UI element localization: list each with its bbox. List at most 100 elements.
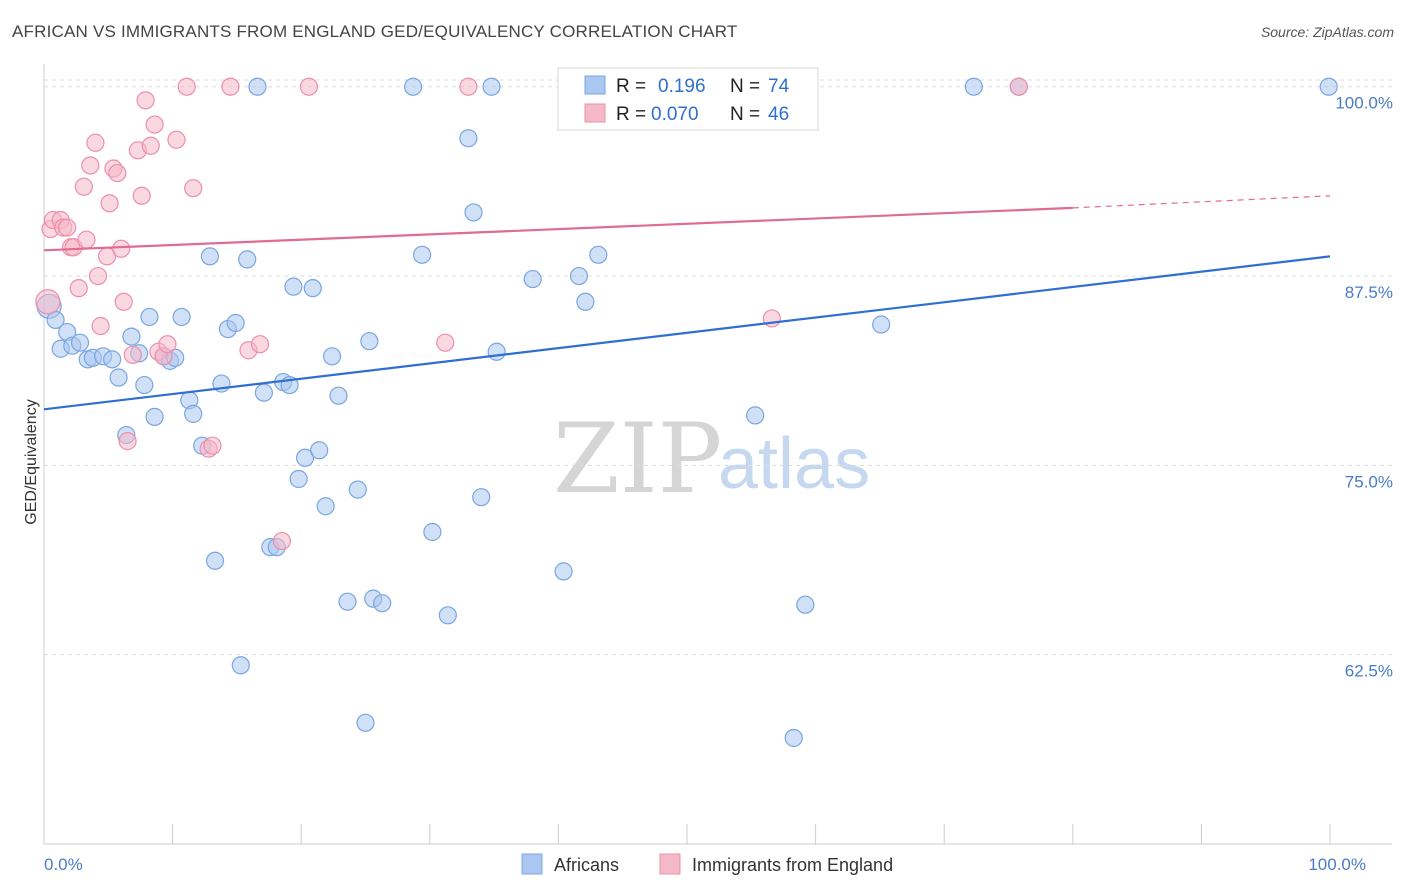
legend-r-label-1: R = bbox=[616, 104, 646, 125]
legend-r-value-1: 0.070 bbox=[651, 104, 699, 125]
england-point bbox=[69, 279, 88, 298]
africans-point bbox=[310, 441, 329, 460]
england-point bbox=[299, 77, 319, 96]
england-point bbox=[184, 179, 203, 198]
england-point bbox=[77, 230, 96, 249]
england-point bbox=[250, 335, 270, 354]
england-point bbox=[136, 91, 155, 110]
africans-point bbox=[70, 333, 90, 352]
africans-trend-line bbox=[43, 255, 1331, 411]
africans-point bbox=[1319, 77, 1338, 96]
x-tick-label: 100.0% bbox=[1308, 855, 1366, 874]
y-tick-label: 87.5% bbox=[1345, 283, 1393, 302]
legend-r-label-0: R = bbox=[616, 76, 646, 97]
england-point bbox=[177, 77, 196, 96]
bottom-legend-africans: Africans bbox=[554, 855, 619, 875]
england-point bbox=[132, 186, 151, 205]
watermark-atlas: atlas bbox=[718, 424, 870, 504]
africans-point bbox=[412, 245, 432, 264]
x-tick-label: 0.0% bbox=[44, 855, 83, 874]
grid bbox=[44, 79, 1392, 656]
england-point bbox=[123, 345, 142, 364]
england-point bbox=[100, 194, 119, 213]
data-points bbox=[35, 77, 1338, 748]
africans-point bbox=[784, 728, 803, 748]
england-point bbox=[81, 156, 100, 175]
legend-swatch-england bbox=[584, 103, 606, 123]
africans-point bbox=[109, 368, 128, 387]
y-tick-label: 62.5% bbox=[1345, 662, 1393, 681]
england-point bbox=[35, 289, 61, 315]
africans-point bbox=[523, 269, 542, 289]
england-point bbox=[1009, 77, 1028, 96]
africans-point bbox=[459, 129, 478, 148]
africans-point bbox=[231, 656, 250, 675]
africans-point bbox=[360, 332, 379, 351]
africans-point bbox=[338, 592, 357, 611]
africans-point bbox=[403, 77, 423, 96]
y-tick-label: 75.0% bbox=[1345, 472, 1393, 491]
africans-point bbox=[316, 497, 335, 516]
england-point bbox=[436, 333, 455, 352]
legend-swatch-africans bbox=[584, 75, 606, 95]
africans-point bbox=[295, 448, 315, 467]
legend-n-value-0: 74 bbox=[768, 76, 790, 97]
england-point bbox=[86, 133, 105, 152]
africans-point bbox=[184, 404, 203, 423]
legend-r-value-0: 0.196 bbox=[658, 76, 706, 97]
africans-point bbox=[576, 292, 595, 311]
africans-point bbox=[438, 606, 457, 625]
england-point bbox=[108, 163, 127, 183]
africans-point bbox=[322, 347, 342, 366]
trend-lines bbox=[43, 195, 1331, 411]
england-point bbox=[203, 436, 222, 455]
africans-point bbox=[135, 375, 154, 395]
watermark-zip: ZIP bbox=[553, 403, 722, 515]
africans-point bbox=[872, 315, 891, 334]
africans-point bbox=[329, 386, 348, 405]
chart-title: AFRICAN VS IMMIGRANTS FROM ENGLAND GED/E… bbox=[12, 22, 738, 41]
england-point bbox=[74, 177, 93, 196]
africans-point bbox=[487, 342, 506, 361]
y-axis-label: GED/Equivalency bbox=[23, 399, 40, 524]
england-point bbox=[167, 130, 186, 149]
africans-point bbox=[356, 713, 375, 732]
england-point bbox=[221, 77, 240, 96]
africans-point bbox=[746, 406, 765, 425]
africans-point bbox=[554, 562, 573, 581]
africans-point bbox=[482, 77, 501, 96]
africans-point bbox=[373, 594, 392, 613]
england-point bbox=[88, 266, 108, 286]
africans-point bbox=[254, 383, 274, 402]
africans-point bbox=[289, 469, 308, 489]
bottom-legend-england: Immigrants from England bbox=[692, 855, 893, 875]
africans-point bbox=[348, 480, 367, 499]
bottom-legend-swatch-england bbox=[659, 853, 681, 875]
legend-n-value-1: 46 bbox=[768, 104, 789, 125]
africans-point bbox=[796, 595, 815, 614]
england-point bbox=[118, 432, 137, 451]
england-point bbox=[58, 218, 77, 237]
africans-point bbox=[140, 307, 159, 327]
england-trend-extension bbox=[1072, 195, 1331, 209]
england-point bbox=[272, 531, 292, 551]
y-tick-label: 100.0% bbox=[1335, 94, 1393, 113]
africans-point bbox=[589, 245, 608, 264]
africans-point bbox=[238, 250, 257, 269]
england-point bbox=[91, 316, 110, 336]
england-point bbox=[112, 239, 131, 258]
axes: 100.0% 87.5% 75.0% 62.5% 0.0% 100.0% bbox=[43, 64, 1393, 874]
series-legend: Africans Immigrants from England bbox=[521, 853, 893, 875]
bottom-legend-swatch-africans bbox=[521, 853, 543, 875]
england-point bbox=[145, 115, 164, 134]
africans-point bbox=[226, 313, 245, 333]
africans-point bbox=[145, 407, 164, 426]
africans-point bbox=[472, 488, 491, 507]
africans-point bbox=[122, 327, 141, 346]
africans-point bbox=[964, 77, 983, 96]
source-label: Source: ZipAtlas.com bbox=[1260, 24, 1394, 40]
legend-n-label-1: N = bbox=[730, 104, 760, 125]
africans-point bbox=[303, 279, 322, 298]
correlation-legend: R = 0.196 N = 74 R = 0.070 N = 46 bbox=[557, 67, 819, 131]
